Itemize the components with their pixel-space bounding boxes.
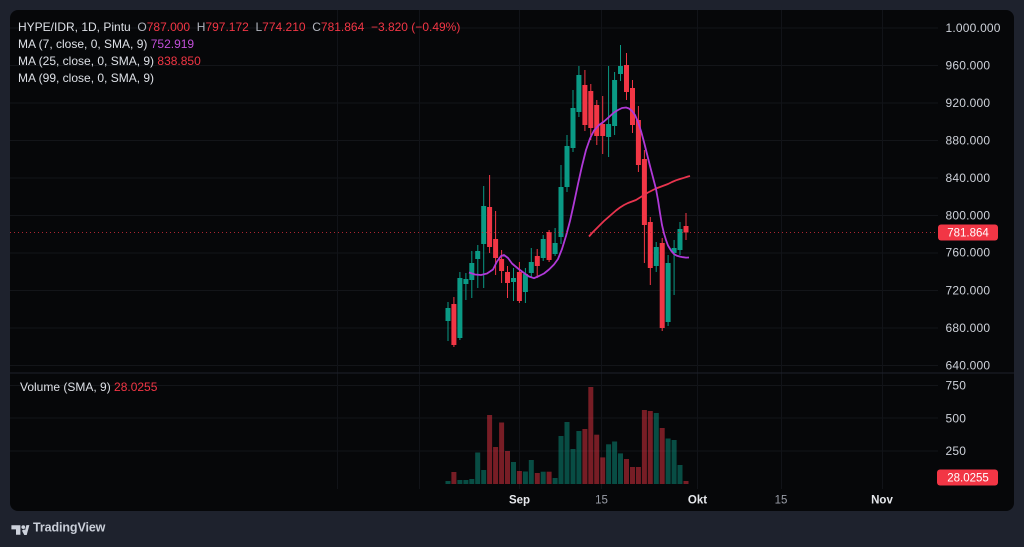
svg-text:15: 15 [775,495,788,507]
svg-text:TradingView: TradingView [33,521,106,535]
svg-text:HYPE/IDR, 1D, Pintu O787.000: HYPE/IDR, 1D, Pintu O787.000 H797.172 L7… [18,20,460,34]
svg-text:Nov: Nov [871,495,893,507]
svg-text:760.000: 760.000 [946,246,991,260]
svg-text:800.000: 800.000 [946,209,991,223]
svg-text:Sep: Sep [509,495,530,507]
svg-text:880.000: 880.000 [946,134,991,148]
svg-text:500: 500 [946,412,967,426]
svg-text:250: 250 [946,444,967,458]
svg-text:15: 15 [595,495,608,507]
svg-text:750: 750 [946,379,967,393]
svg-text:Okt: Okt [688,495,707,507]
svg-text:680.000: 680.000 [946,321,991,335]
svg-text:781.864: 781.864 [947,228,989,240]
svg-text:840.000: 840.000 [946,171,991,185]
svg-text:MA (25, close, 0, SMA, 9) 838.: MA (25, close, 0, SMA, 9) 838.850 [18,54,201,68]
svg-text:720.000: 720.000 [946,284,991,298]
svg-text:MA (99, close, 0, SMA, 9): MA (99, close, 0, SMA, 9) [18,71,154,85]
svg-text:640.000: 640.000 [946,359,991,373]
svg-text:920.000: 920.000 [946,96,991,110]
svg-text:28.0255: 28.0255 [947,473,989,485]
svg-text:960.000: 960.000 [946,59,991,73]
svg-text:MA (7, close, 0, SMA, 9) 752.9: MA (7, close, 0, SMA, 9) 752.919 [18,37,194,51]
svg-text:Volume (SMA, 9) 28.0255: Volume (SMA, 9) 28.0255 [20,380,158,394]
svg-text:1.000.000: 1.000.000 [946,21,1001,35]
